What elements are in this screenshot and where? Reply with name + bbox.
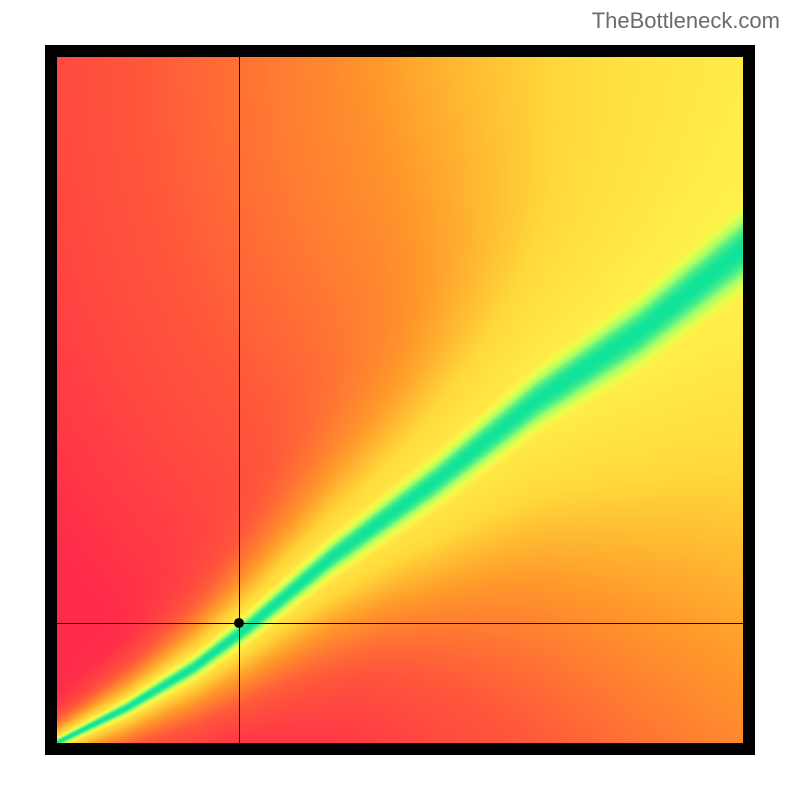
plot-frame <box>45 45 755 755</box>
heatmap-canvas <box>57 57 743 743</box>
data-point-marker <box>234 618 244 628</box>
crosshair-horizontal <box>57 623 743 624</box>
chart-container: TheBottleneck.com <box>0 0 800 800</box>
watermark-text: TheBottleneck.com <box>592 8 780 34</box>
heatmap-canvas-wrap <box>57 57 743 743</box>
crosshair-vertical <box>239 57 240 743</box>
